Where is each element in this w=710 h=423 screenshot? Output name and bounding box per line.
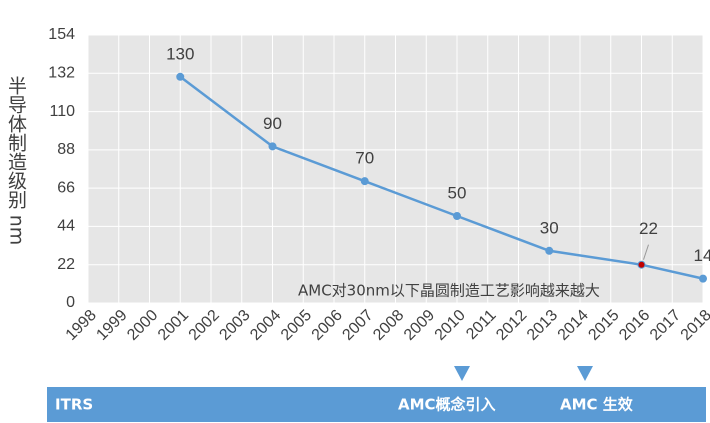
x-tick-label: 2012 [493, 307, 530, 344]
x-tick-label: 2000 [124, 307, 161, 344]
x-tick-label: 2014 [555, 307, 592, 344]
data-label: 22 [639, 219, 658, 238]
x-tick-label: 1998 [63, 307, 100, 344]
data-label: 30 [540, 218, 559, 237]
y-axis-label: 半导体制造级别 [5, 76, 27, 209]
y-tick-label: 110 [49, 103, 75, 120]
y-tick-label: 44 [57, 218, 75, 235]
arrow-marker [577, 366, 593, 381]
data-label: 90 [263, 114, 282, 133]
y-tick-label: 22 [57, 256, 75, 273]
leader-line [643, 244, 649, 260]
timeline-label: AMC 生效 [560, 396, 634, 414]
point [637, 260, 646, 269]
x-tick-label: 2003 [216, 307, 253, 344]
point [176, 72, 185, 81]
x-tick-label: 2002 [186, 307, 223, 344]
data-label: 14 [694, 246, 710, 265]
y-tick-label: 0 [66, 294, 75, 311]
y-tick-label: 154 [48, 26, 75, 43]
x-tick-label: 2008 [370, 307, 407, 344]
data-label: 70 [355, 149, 374, 168]
x-tick-label: 2010 [432, 307, 469, 344]
timeline-label: AMC概念引入 [398, 396, 496, 414]
y-axis-unit: nm [6, 215, 28, 246]
x-tick-label: 2016 [616, 307, 653, 344]
point [699, 274, 707, 283]
x-tick-label: 2006 [309, 307, 346, 344]
point [545, 246, 554, 255]
x-tick-label: 2018 [678, 307, 710, 344]
x-tick-label: 1999 [93, 307, 130, 344]
x-tick-label: 2004 [247, 307, 284, 344]
y-tick-label: 66 [57, 179, 75, 196]
point [360, 177, 369, 186]
point [453, 211, 461, 220]
arrow-marker [454, 366, 470, 381]
x-tick-label: 2013 [524, 307, 561, 344]
point [268, 142, 277, 151]
timeline-bar [47, 387, 706, 422]
x-tick-label: 2001 [155, 307, 192, 344]
timeline-label: ITRS [55, 396, 93, 414]
data-label: 130 [166, 44, 194, 63]
x-tick-label: 2015 [585, 307, 622, 344]
x-tick-label: 2005 [278, 307, 315, 344]
y-tick-label: 132 [48, 65, 75, 82]
x-tick-label: 2009 [401, 307, 438, 344]
y-tick-label: 88 [57, 141, 75, 158]
x-tick-label: 2011 [463, 307, 499, 343]
x-tick-label: 2007 [339, 307, 376, 344]
x-tick-label: 2017 [647, 307, 684, 344]
data-label: 50 [448, 183, 467, 202]
annotation: AMC对30nm以下晶圆制造工艺影响越来越大 [298, 282, 600, 300]
